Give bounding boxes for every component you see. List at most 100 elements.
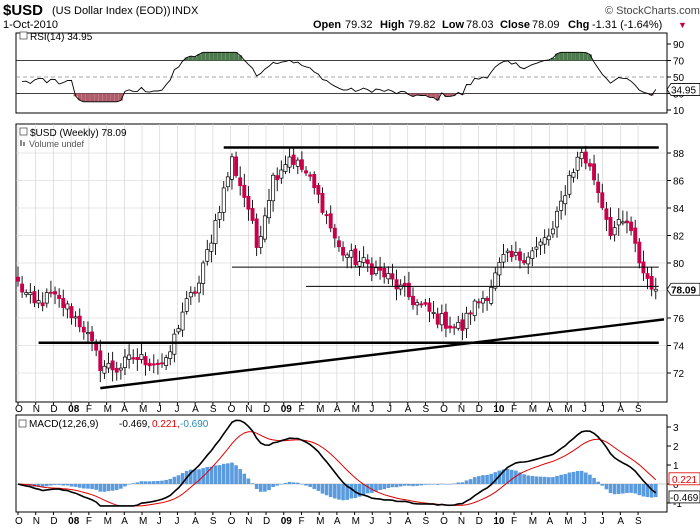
macd-histogram-bar [592,477,596,484]
candle-down [443,311,448,329]
rsi-legend-icon [19,31,28,40]
rsi-overbought-fill [205,52,210,61]
macd-histogram-bar [275,484,280,486]
rsi-oversold-fill [415,93,420,96]
rsi-overbought-fill [197,54,202,61]
candle-down [192,291,197,294]
macd-histogram-bar [119,484,123,489]
macd-histogram-bar [411,484,415,487]
rsi-oversold-fill [114,93,119,102]
macd-histogram-bar [341,484,345,501]
macd-histogram-bar [633,484,637,494]
x-axis-label: D [50,516,57,527]
rsi-layer: 907050301034.95 [16,40,700,117]
rsi-oversold-fill [427,93,432,98]
macd-histogram-bar [90,484,94,490]
x-axis-label: A [405,404,412,415]
candle-up [28,292,33,296]
price-legend-icon [19,127,28,136]
rsi-overbought-fill [571,52,576,61]
candle-down [155,362,160,365]
rsi-oversold-fill [77,93,82,101]
macd-histogram-bar [497,470,502,484]
macd-histogram-bar [444,484,448,485]
macd-histogram-bar [345,484,349,500]
macd-histogram-bar [217,465,222,484]
low-label: Low [442,19,464,31]
macd-histogram-bar [600,484,605,486]
candle-down [81,326,86,333]
macd-histogram-bar [337,484,341,500]
candle-down [600,192,605,209]
candle-up [225,176,230,188]
x-axis-label: S [210,404,217,415]
x-axis-label: A [121,404,128,415]
candle-up [530,250,535,259]
price-tick-label: 74 [673,342,685,353]
x-axis-label: F [298,404,304,415]
candle-up [579,152,584,160]
candle-down [48,291,53,294]
macd-histogram-bar [382,484,387,490]
macd-histogram-bar [114,484,119,491]
candle-down [332,227,337,239]
macd-histogram-bar [316,484,321,491]
candle-up [546,235,551,241]
rsi-overbought-fill [583,52,588,61]
x-axis-label: N [458,404,465,415]
macd-histogram-bar [538,476,543,484]
candle-down [608,216,613,237]
candle-down [275,175,280,181]
macd-histogram-bar [357,484,362,497]
x-axis-label: D [476,404,483,415]
x-axis-label: 10 [493,516,505,527]
macd-line [17,419,657,507]
price-tick-label: 82 [673,232,685,243]
rsi-overbought-fill [188,56,193,61]
candle-up [497,262,502,276]
candle-up [201,262,206,284]
macd-histogram-bar [36,484,41,487]
volume-label-text: Volume undef [29,139,85,149]
macd-histogram-bar [246,478,251,484]
macd-histogram-bar [189,469,193,484]
macd-histogram-bar [452,483,456,485]
macd-histogram-bar [45,484,49,487]
candle-down [40,302,45,307]
macd-histogram-bar [559,474,563,484]
candle-up [279,169,284,179]
x-axis-label: N [245,516,252,527]
candle-up [439,313,444,326]
candle-down [518,251,522,261]
candle-down [77,315,82,328]
macd-panel [15,414,668,513]
x-axis-label: J [387,516,392,527]
macd-tick-label: 3 [673,423,679,434]
candle-down [114,367,119,373]
rsi-overbought-fill [184,57,189,61]
candle-up [65,303,70,310]
x-axis-label: F [511,404,517,415]
x-axis-label: S [210,516,217,527]
candle-down [98,350,103,371]
candle-up [653,288,658,292]
x-axis-label: J [174,404,179,415]
x-axis-label: J [369,516,374,527]
x-axis-label: S [635,516,642,527]
candle-down [316,185,321,195]
macd-histogram-bar [73,484,78,487]
macd-histogram-bar [197,469,201,484]
price-tick-label: 76 [673,314,685,325]
candle-up [567,174,572,195]
candle-up [295,159,300,167]
macd-histogram-bar [637,484,642,496]
candle-down [69,306,74,319]
candle-up [345,254,350,258]
macd-histogram-bar [320,484,325,494]
x-axis-label: F [86,516,92,527]
x-axis-label: F [298,516,304,527]
x-axis-label: A [121,516,128,527]
candle-up [563,195,568,205]
candle-up [36,300,41,304]
macd-histogram-bar [151,481,156,484]
